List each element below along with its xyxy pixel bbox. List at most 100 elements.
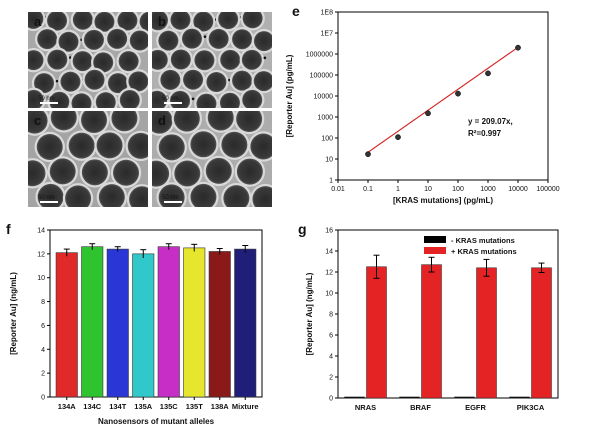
particle-core <box>118 51 139 72</box>
nanoparticle <box>48 111 79 133</box>
particle-core <box>98 184 125 207</box>
bar <box>208 251 231 398</box>
x-tick-label: 10000 <box>508 186 528 193</box>
nanoparticle <box>156 28 181 53</box>
particle-core <box>111 111 138 132</box>
nanoparticle <box>70 12 96 32</box>
bar <box>476 267 497 399</box>
y-tick-label: 100000 <box>310 73 333 80</box>
particle-core <box>49 158 76 185</box>
nanoparticle <box>180 67 206 92</box>
y-tick-label: 2 <box>41 371 45 378</box>
y-tick-label: 0 <box>41 395 45 402</box>
nanoparticle <box>81 27 107 53</box>
nanoparticle <box>188 129 219 160</box>
tem-panel-c: c 50 nm <box>28 111 148 207</box>
particle-core <box>113 159 140 186</box>
y-tick-label: 12 <box>37 251 45 258</box>
x-tick-label: Mixture <box>232 402 259 411</box>
x-tick-label: 135A <box>134 402 153 411</box>
nanoparticle <box>158 67 183 93</box>
nanoparticle <box>240 12 265 31</box>
particle-core <box>152 12 168 31</box>
x-tick-label: EGFR <box>465 403 486 412</box>
nanoparticle <box>250 183 272 207</box>
particle-core <box>208 28 229 49</box>
tem-panel-b: b 50 nm <box>152 12 278 108</box>
bar <box>366 266 387 399</box>
nanoparticle <box>217 90 245 108</box>
nanoparticle <box>116 48 141 74</box>
nanoparticle <box>104 26 132 52</box>
particle-core <box>95 92 116 108</box>
y-tick-label: 10 <box>37 275 45 282</box>
particle-core <box>190 183 217 207</box>
scale-bar <box>164 201 182 203</box>
y-tick-label: 4 <box>329 354 333 361</box>
nanoparticle <box>28 47 46 73</box>
particle-core <box>58 31 79 52</box>
nanoparticle <box>240 87 265 108</box>
nanoparticle <box>79 157 111 188</box>
particle-core <box>160 69 181 90</box>
nanoparticle <box>234 156 266 187</box>
particle-core <box>36 133 63 160</box>
particle-core <box>28 50 44 71</box>
nanoparticle <box>82 67 107 92</box>
bar <box>454 396 475 399</box>
nanoparticle <box>62 183 94 207</box>
nanoparticle <box>152 158 172 189</box>
particle-core <box>71 93 92 108</box>
nanoparticle <box>28 111 50 136</box>
nanoparticle <box>239 47 267 73</box>
gold-dot <box>263 56 267 60</box>
particle-core <box>129 186 148 207</box>
particle-core <box>170 49 191 70</box>
nanoparticle <box>110 157 142 188</box>
particle-core <box>223 185 250 207</box>
particle-core <box>84 69 105 90</box>
nanoparticle <box>171 111 203 134</box>
particle-core <box>196 93 217 108</box>
particle-core <box>242 12 263 29</box>
y-tick-label: 10 <box>325 291 333 298</box>
gold-dot <box>191 97 195 101</box>
bar <box>531 267 552 399</box>
nanoparticle <box>205 111 236 133</box>
x-tick-label: 138A <box>211 402 230 411</box>
particle-core <box>129 30 148 51</box>
particles-d <box>152 111 272 207</box>
nanoparticle <box>204 69 231 95</box>
nanoparticle <box>152 12 171 33</box>
x-tick-label: 10 <box>424 186 432 193</box>
nanoparticle <box>248 131 272 162</box>
x-tick-label: PIK3CA <box>517 403 545 412</box>
particle-core <box>107 28 128 49</box>
y-tick-label: 10 <box>325 157 333 164</box>
scale-bar-label: 50 nm <box>162 195 179 201</box>
nanoparticle <box>229 27 255 52</box>
panel-letter-g: g <box>298 221 307 237</box>
x-tick-label: 134C <box>83 402 102 411</box>
particle-core <box>152 49 168 70</box>
particle-core <box>37 29 58 50</box>
nanoparticle <box>126 69 148 94</box>
particle-core <box>207 111 234 131</box>
x-tick-label: 134T <box>109 402 127 411</box>
x-tick-label: 100 <box>452 186 464 193</box>
particle-core <box>94 12 115 32</box>
particle-core <box>83 29 104 50</box>
legend-swatch <box>424 247 446 254</box>
gold-dot <box>275 78 278 81</box>
particle-core <box>170 12 191 30</box>
y-tick-label: 14 <box>325 249 333 256</box>
x-axis-label: Nanosensors of mutant alleles <box>98 417 215 426</box>
tem-panel-d: d 50 nm <box>152 111 272 207</box>
nanoparticle <box>127 28 148 53</box>
y-tick-label: 1000 <box>317 115 333 122</box>
nanoparticle <box>31 70 59 96</box>
scale-bar-label: 50 nm <box>162 96 179 102</box>
particle-core <box>220 49 241 70</box>
gold-dot <box>203 35 207 38</box>
